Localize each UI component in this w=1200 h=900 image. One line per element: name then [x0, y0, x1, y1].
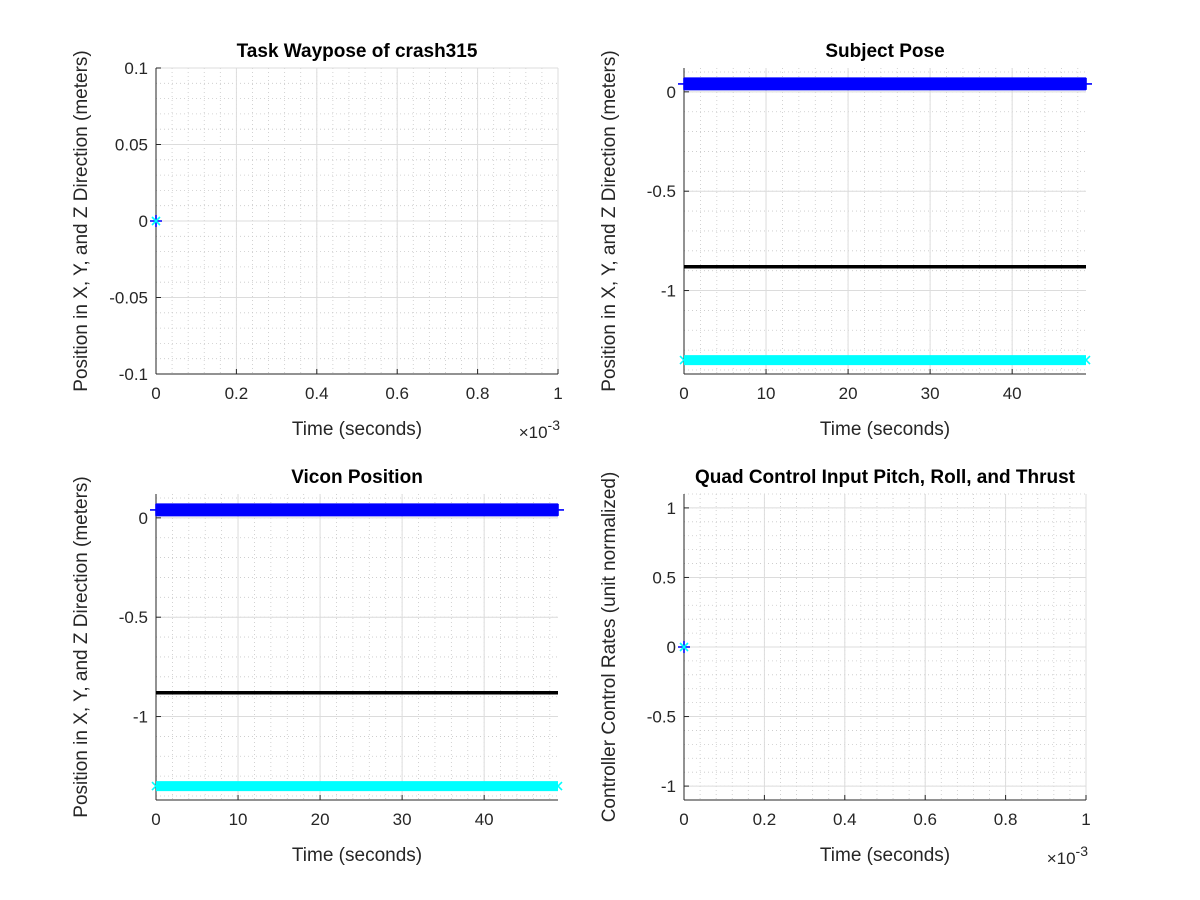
- y-tick-label: -0.5: [647, 708, 676, 727]
- x-tick-label: 1: [553, 384, 562, 403]
- y-axis-label: Controller Control Rates (unit normalize…: [599, 472, 620, 823]
- y-tick-label: -1: [661, 282, 676, 301]
- x-marker: [679, 642, 689, 652]
- plus-marker: [150, 503, 162, 516]
- x-tick-label: 40: [475, 810, 494, 829]
- x-tick-label: 0: [151, 384, 160, 403]
- y-axis-label: Position in X, Y, and Z Direction (meter…: [71, 476, 92, 817]
- chart-title: Quad Control Input Pitch, Roll, and Thru…: [695, 467, 1076, 488]
- y-tick-label: 0.1: [124, 59, 148, 78]
- x-tick-label: 0.6: [385, 384, 409, 403]
- y-axis-label: Position in X, Y, and Z Direction (meter…: [71, 50, 92, 391]
- x-axis-label: Time (seconds): [292, 845, 422, 866]
- plus-marker: [552, 503, 564, 516]
- major-grid: [155, 67, 559, 375]
- y-axis-label: Position in X, Y, and Z Direction (meter…: [599, 50, 620, 391]
- y-tick-label: -0.1: [119, 365, 148, 384]
- x-marker: [151, 216, 161, 226]
- series-2: [679, 642, 689, 652]
- chart-title: Subject Pose: [825, 41, 944, 62]
- y-tick-label: 0.5: [652, 568, 676, 587]
- y-tick-label: 0: [667, 83, 676, 102]
- y-tick-label: 0: [139, 212, 148, 231]
- x-tick-label: 40: [1003, 384, 1022, 403]
- y-tick-label: -1: [661, 777, 676, 796]
- x-tick-label: 30: [393, 810, 412, 829]
- x-tick-label: 10: [229, 810, 248, 829]
- y-tick-label: -0.05: [109, 289, 148, 308]
- chart-title: Task Waypose of crash315: [237, 41, 478, 62]
- x-tick-label: 0.8: [466, 384, 490, 403]
- y-tick-label: -1: [133, 708, 148, 727]
- y-tick-label: 0.05: [115, 136, 148, 155]
- series-3: [679, 355, 1091, 366]
- subplot-1: 0 0.2 0.4 0.6 0.8 1 -0.1 -0.05 0 0.05 0.1 Task Wayp…: [71, 41, 563, 442]
- subplot-4: 0 0.2 0.4 0.6 0.8 1 -1 -0.5 0 0.5 1 Quad Control In…: [599, 467, 1091, 868]
- series-1: [150, 503, 564, 517]
- x-marker: [1081, 355, 1091, 365]
- x-tick-label: 30: [921, 384, 940, 403]
- x-axis-label: Time (seconds): [292, 419, 422, 440]
- x-marker: [151, 781, 161, 791]
- x-tick-label: 0.8: [994, 810, 1018, 829]
- series-2: [151, 216, 161, 226]
- x-tick-label: 0.2: [753, 810, 777, 829]
- subplot-3: 0 10 20 30 40 -1 -0.5 0 Vicon Position Time (seco…: [71, 467, 564, 866]
- series-1: [678, 77, 1092, 91]
- x-tick-label: 20: [839, 384, 858, 403]
- y-tick-label: -0.5: [647, 182, 676, 201]
- x-tick-label: 0.6: [913, 810, 937, 829]
- x-tick-label: 0.4: [305, 384, 329, 403]
- y-tick-label: -0.5: [119, 608, 148, 627]
- x-tick-label: 10: [757, 384, 776, 403]
- x-tick-label: 0.2: [225, 384, 249, 403]
- x-marker: [679, 355, 689, 365]
- y-tick-label: 0: [139, 509, 148, 528]
- x-tick-label: 0.4: [833, 810, 857, 829]
- x-marker: [553, 781, 563, 791]
- y-tick-label: 1: [667, 499, 676, 518]
- x-tick-label: 0: [151, 810, 160, 829]
- x-axis-label: Time (seconds): [820, 419, 950, 440]
- plus-marker: [678, 77, 690, 90]
- x-tick-label: 20: [311, 810, 330, 829]
- plus-marker: [1080, 77, 1092, 90]
- chart-title: Vicon Position: [291, 467, 423, 488]
- y-tick-label: 0: [667, 638, 676, 657]
- subplot-2: 0 10 20 30 40 -1 -0.5 0 Subject Pose Time (second…: [599, 41, 1092, 440]
- x-axis-label: Time (seconds): [820, 845, 950, 866]
- series-3: [151, 781, 563, 792]
- x-tick-label: 0: [679, 810, 688, 829]
- x-exponent-label: ×10-3: [519, 417, 561, 442]
- x-tick-label: 0: [679, 384, 688, 403]
- x-exponent-label: ×10-3: [1047, 843, 1089, 868]
- x-tick-label: 1: [1081, 810, 1090, 829]
